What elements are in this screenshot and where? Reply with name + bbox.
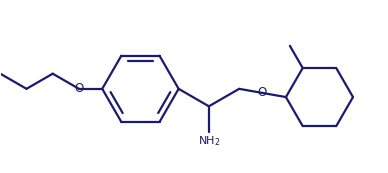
Text: NH$_2$: NH$_2$: [197, 134, 220, 148]
Text: O: O: [258, 86, 267, 99]
Text: O: O: [74, 82, 83, 95]
